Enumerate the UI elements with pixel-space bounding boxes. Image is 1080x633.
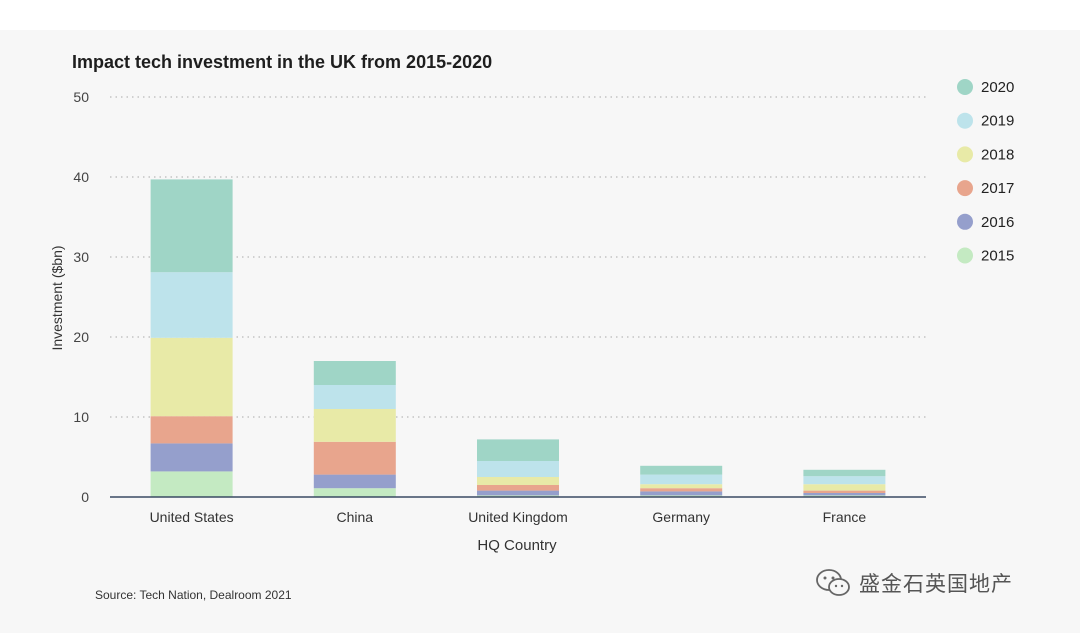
bar-segment (803, 476, 886, 485)
gridlines (110, 96, 926, 418)
bar-segment (640, 474, 723, 485)
bar-segment (313, 488, 396, 497)
legend-swatch (957, 180, 973, 197)
bar-segment (803, 495, 886, 497)
legend-label: 2016 (981, 214, 1014, 231)
legend-swatch (957, 247, 973, 264)
legend-swatch (957, 112, 973, 129)
bar-segment (313, 441, 396, 475)
legend-label: 2020 (981, 79, 1014, 96)
bar-segment (640, 495, 723, 497)
x-tick-label: United Kingdom (468, 509, 568, 525)
y-tick-label: 20 (73, 329, 89, 345)
y-tick-label: 50 (73, 89, 89, 105)
bar-segment (803, 469, 886, 477)
bar-segment (477, 495, 559, 497)
bar-segment (640, 488, 723, 492)
bar-segment (803, 484, 886, 491)
chart-title: Impact tech investment in the UK from 20… (72, 52, 493, 72)
legend-label: 2018 (981, 146, 1014, 163)
y-tick-label: 40 (73, 169, 89, 185)
watermark: 盛金石英国地产 (815, 568, 1013, 598)
bar-segment (150, 179, 233, 273)
bar-segment (640, 484, 723, 489)
x-tick-label: United States (150, 509, 234, 525)
bars (150, 179, 886, 497)
bar-segment (477, 485, 559, 491)
bar-segment (313, 385, 396, 409)
bar-segment (640, 465, 723, 475)
x-tick-labels: United States China United Kingdom Germany F… (150, 509, 867, 525)
watermark-text: 盛金石英国地产 (859, 573, 1013, 596)
legend: 2020 2019 2018 2017 2016 2015 (957, 79, 1014, 265)
bar-segment (150, 337, 233, 417)
bar-segment (313, 409, 396, 442)
bar-segment (477, 477, 559, 485)
legend-label: 2017 (981, 180, 1014, 197)
legend-swatch (957, 213, 973, 230)
x-tick-label: France (823, 509, 867, 525)
bar-segment (150, 416, 233, 444)
bar-segment (803, 493, 886, 496)
y-tick-label: 10 (73, 409, 89, 425)
bar-segment (313, 474, 396, 489)
bar-segment (150, 272, 233, 338)
bar-segment (150, 443, 233, 472)
legend-swatch (957, 146, 973, 163)
x-tick-label: China (337, 509, 374, 525)
source-note: Source: Tech Nation, Dealroom 2021 (95, 588, 292, 602)
y-tick-labels: 0 10 20 30 40 50 (73, 89, 89, 505)
bar-segment (150, 471, 233, 497)
bar-segment (477, 461, 559, 477)
x-axis-label: HQ Country (477, 537, 557, 554)
legend-label: 2019 (981, 113, 1014, 130)
legend-swatch (957, 79, 973, 95)
bar-segment (803, 490, 886, 493)
y-tick-label: 0 (81, 489, 89, 505)
bar-segment (477, 439, 559, 461)
x-tick-label: Germany (652, 509, 710, 525)
legend-label: 2015 (981, 248, 1014, 265)
bar-segment (313, 361, 396, 385)
bar-segment (640, 491, 723, 496)
wechat-icon (816, 569, 850, 596)
y-tick-label: 30 (73, 249, 89, 265)
y-axis-label: Investment ($bn) (49, 245, 65, 350)
bar-segment (477, 490, 559, 496)
